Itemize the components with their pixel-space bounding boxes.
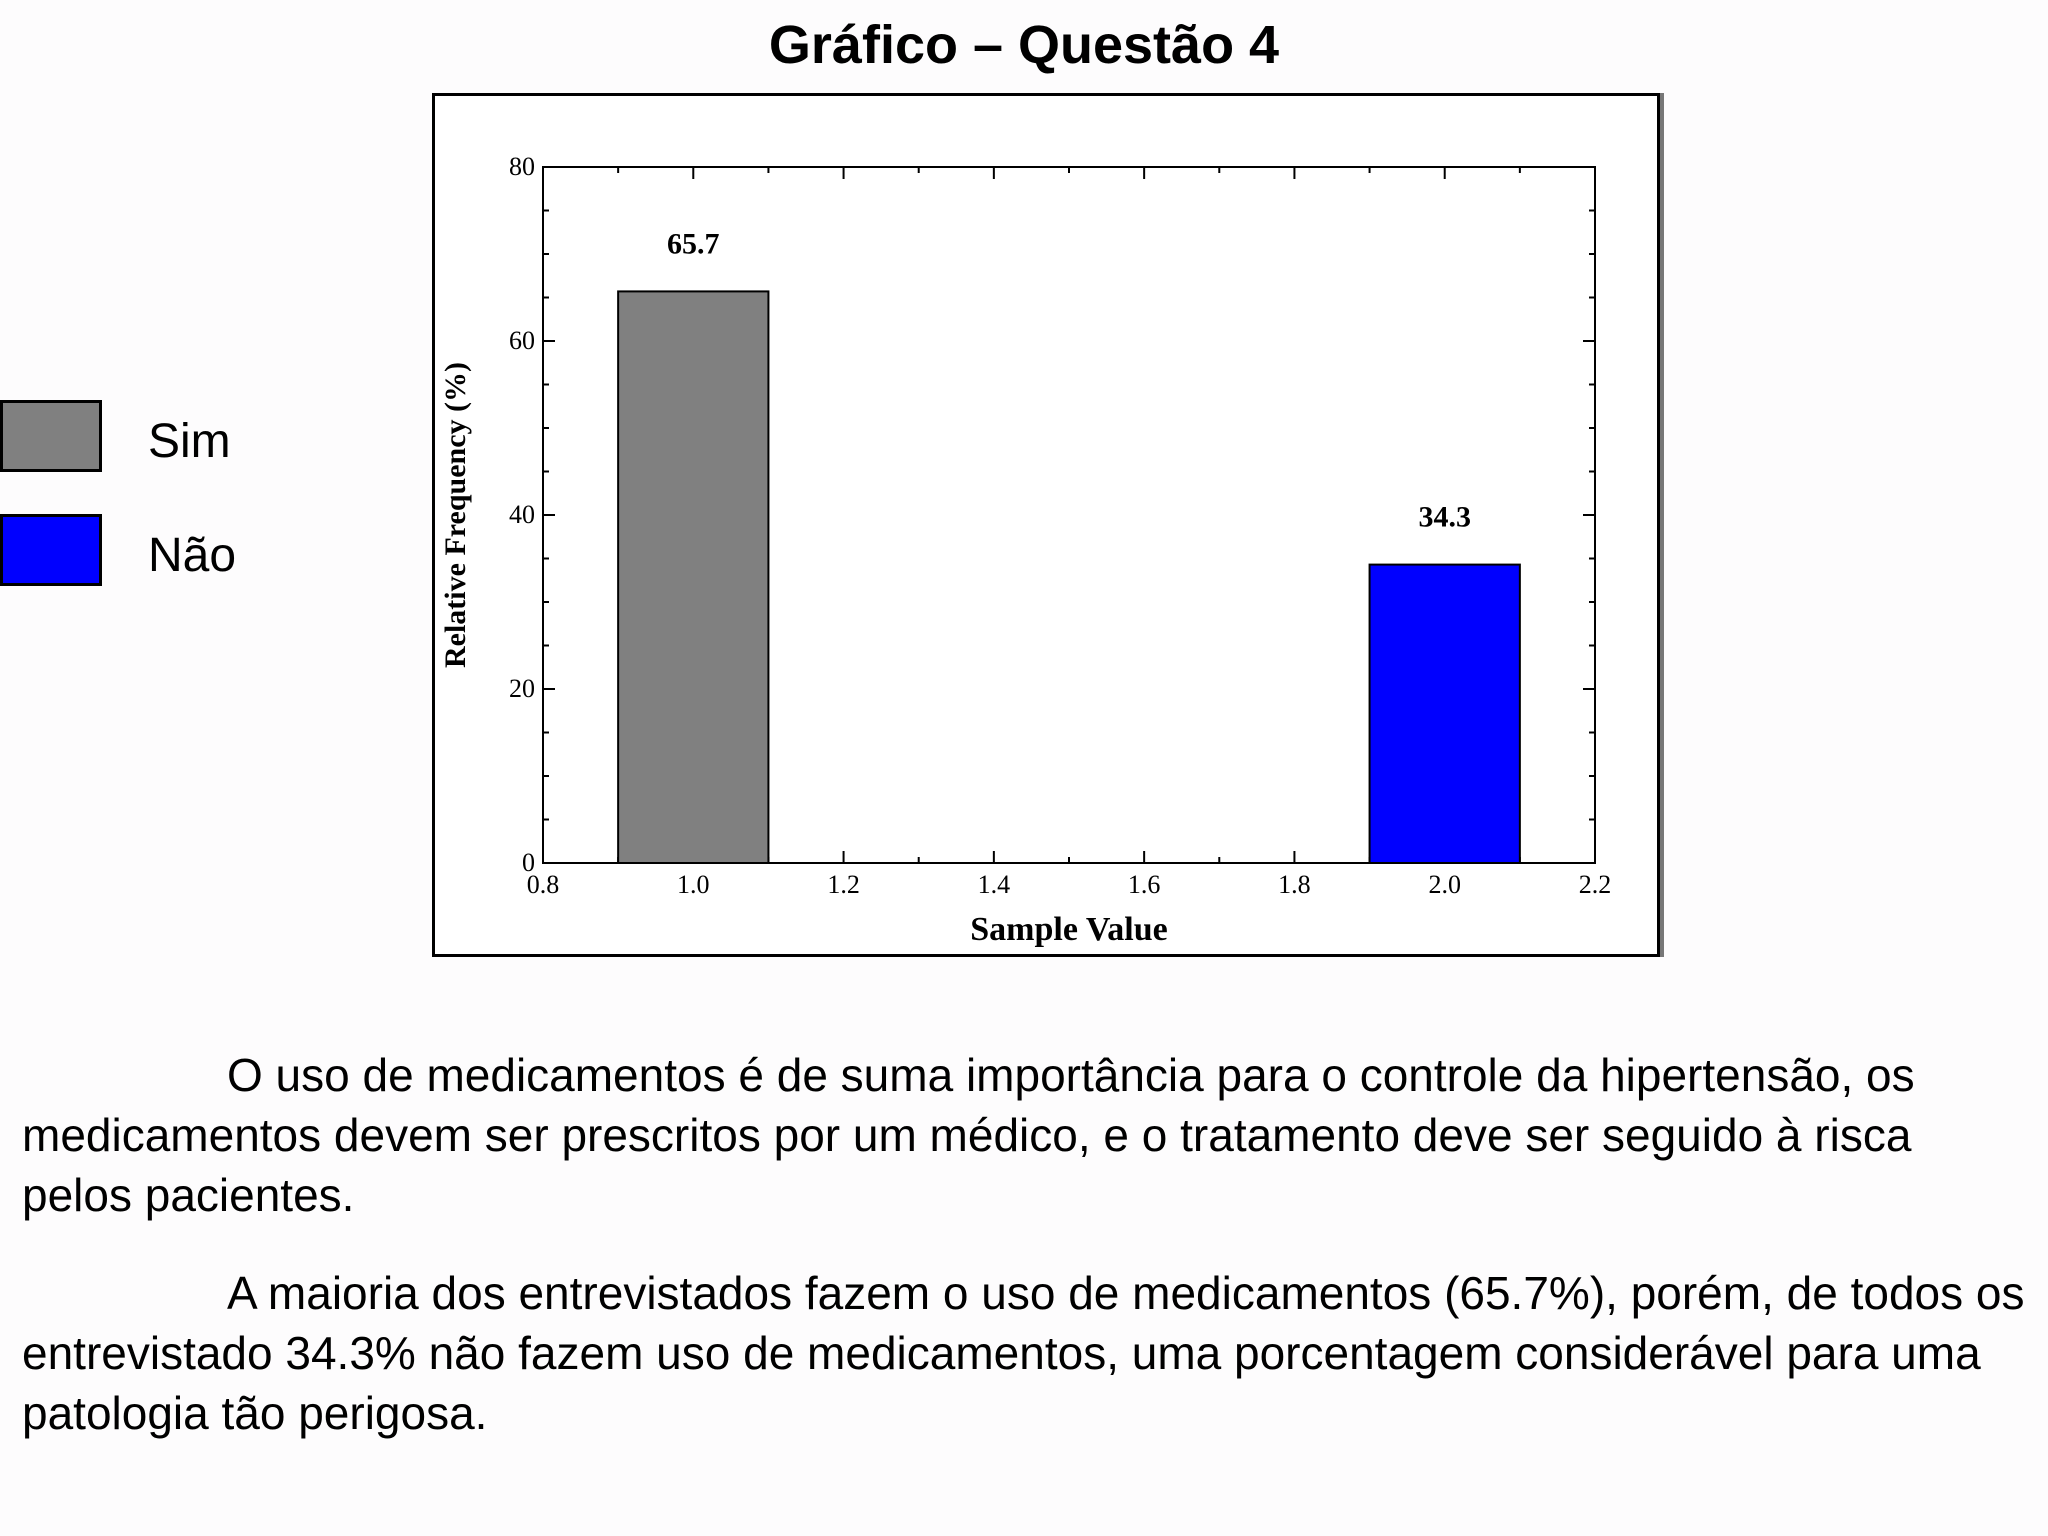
bar-chart: 0 20 40 60 80 0.8 1.0 1.2 1.4 1.6 1.8 2.0 2.2 65.7 34.…: [439, 152, 1612, 948]
x-tick-label: 1.0: [677, 870, 710, 899]
legend-swatch-nao: [0, 514, 102, 586]
page-title: Gráfico – Questão 4: [768, 15, 1280, 75]
x-tick-label: 0.8: [527, 870, 560, 899]
x-tick-label: 2.2: [1579, 870, 1612, 899]
y-tick-label: 40: [509, 500, 535, 529]
y-tick-label: 60: [509, 326, 535, 355]
x-tick-label: 1.4: [978, 870, 1011, 899]
y-tick-label: 0: [522, 848, 535, 877]
paragraph-2-text: A maioria dos entrevistados fazem o uso …: [22, 1267, 2025, 1439]
bar-data-label: 65.7: [667, 227, 720, 260]
bar: [617, 290, 770, 865]
paragraph-2: A maioria dos entrevistados fazem o uso …: [22, 1263, 2032, 1443]
bar: [1368, 563, 1521, 864]
legend-swatch-sim: [0, 400, 102, 472]
paragraph-1: O uso de medicamentos é de suma importân…: [22, 1045, 2032, 1225]
y-tick-label: 80: [509, 152, 535, 181]
y-axis-label: Relative Frequency (%): [439, 362, 472, 668]
y-tick-label: 20: [509, 674, 535, 703]
legend-label-sim: Sim: [148, 415, 231, 468]
x-axis-label: Sample Value: [970, 911, 1167, 948]
paragraph-1-text: O uso de medicamentos é de suma importân…: [22, 1049, 1915, 1221]
x-tick-label: 1.8: [1278, 870, 1311, 899]
legend-label-nao: Não: [148, 529, 237, 582]
x-tick-label: 1.6: [1128, 870, 1161, 899]
x-tick-label: 1.2: [827, 870, 860, 899]
bar-data-label: 34.3: [1418, 501, 1471, 534]
x-tick-label: 2.0: [1428, 870, 1461, 899]
chart-frame: 0 20 40 60 80 0.8 1.0 1.2 1.4 1.6 1.8 2.0 2.2 65.7 34.…: [432, 93, 1660, 957]
